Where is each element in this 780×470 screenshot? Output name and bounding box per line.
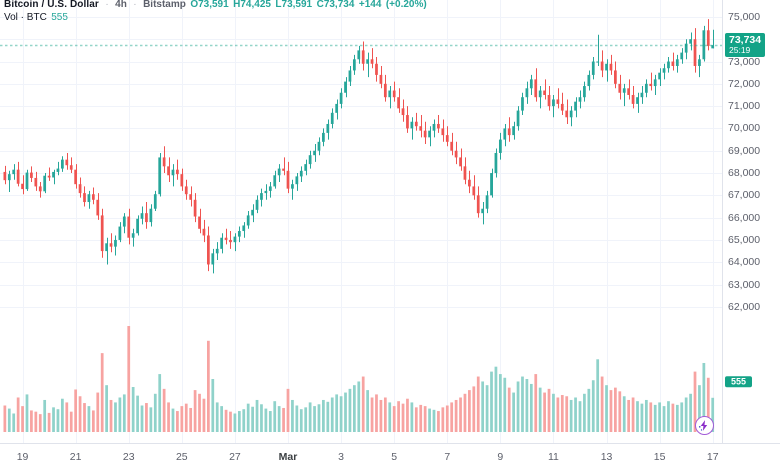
time-scale[interactable]: 19 21 23 25 27 Mar 3 5 7 9 11 13 15 17 [0, 443, 780, 470]
time-tick: 13 [600, 451, 613, 463]
price-tick: 68,000 [728, 166, 761, 179]
candlestick-chart-svg [0, 0, 722, 443]
time-tick: 7 [444, 451, 451, 463]
price-tick: 64,000 [728, 255, 761, 268]
chart-plot-area[interactable] [0, 0, 722, 443]
time-tick: 27 [229, 451, 241, 463]
time-tick: 11 [547, 451, 559, 463]
time-tick: 19 [16, 451, 29, 463]
bar-countdown: 25:19 [729, 45, 751, 56]
price-tick: 72,000 [728, 77, 761, 90]
time-tick: 17 [706, 451, 719, 463]
price-tick: 69,000 [728, 144, 761, 157]
price-tick: 71,000 [728, 99, 761, 112]
price-scale[interactable]: 75,00074,00073,00072,00071,00070,00069,0… [722, 0, 780, 443]
time-tick: 25 [175, 451, 188, 463]
price-tick: 75,000 [728, 10, 761, 23]
price-tick: 65,000 [728, 233, 761, 246]
time-tick: 21 [69, 451, 82, 463]
price-tick: 63,000 [728, 278, 761, 291]
time-tick: 3 [338, 451, 344, 463]
time-tick: 5 [391, 451, 398, 463]
price-tick: 70,000 [728, 122, 761, 135]
time-tick: 23 [122, 451, 135, 463]
last-price-badge[interactable]: 73,734 25:19 [725, 33, 766, 58]
volume-badge[interactable]: 555 [725, 376, 753, 388]
price-tick: 67,000 [728, 189, 761, 202]
price-tick: 66,000 [728, 211, 761, 224]
price-tick: 62,000 [728, 300, 761, 313]
last-price-value: 73,734 [729, 34, 762, 47]
lightning-glyph [698, 420, 707, 431]
lightning-icon[interactable] [694, 416, 714, 435]
time-tick: Mar [278, 451, 298, 463]
volume-badge-value: 555 [731, 376, 747, 387]
time-tick: 9 [497, 451, 504, 463]
time-tick: 15 [653, 451, 666, 463]
price-tick: 73,000 [728, 55, 761, 68]
